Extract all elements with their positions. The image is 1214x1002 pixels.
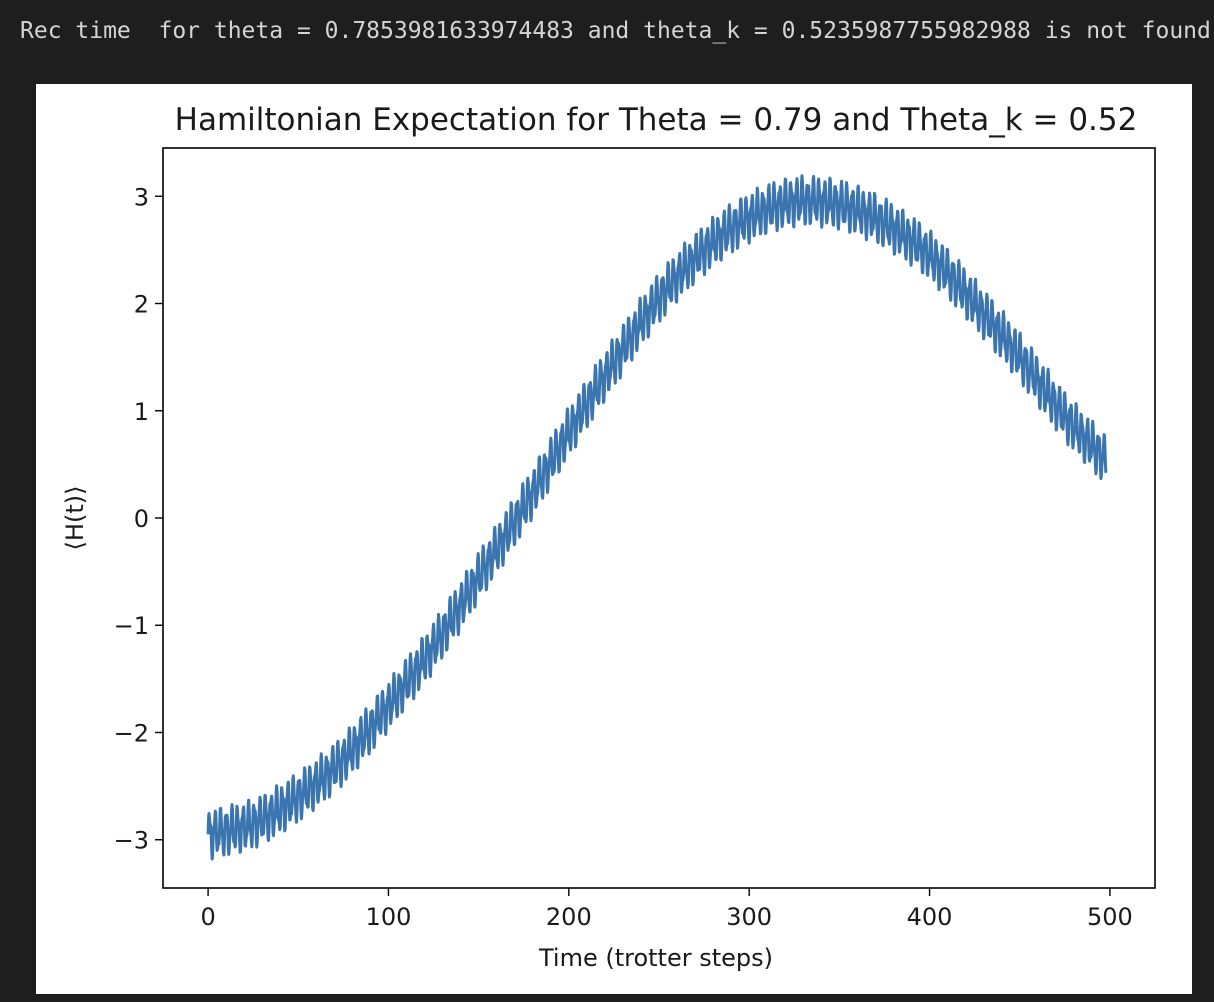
chart-figure: Hamiltonian Expectation for Theta = 0.79… xyxy=(36,84,1192,994)
x-tick-label: 500 xyxy=(1087,903,1133,931)
y-axis-label: ⟨H(t)⟩ xyxy=(61,486,89,551)
hamiltonian-series-line xyxy=(206,174,1108,861)
y-tick-label: −3 xyxy=(114,827,149,855)
y-tick-label: 0 xyxy=(134,505,149,533)
x-tick-label: 300 xyxy=(726,903,772,931)
x-tick-label: 0 xyxy=(200,903,215,931)
y-tick-label: 2 xyxy=(134,291,149,319)
y-tick-label: 1 xyxy=(134,398,149,426)
x-tick-label: 400 xyxy=(907,903,953,931)
y-tick-label: 3 xyxy=(134,183,149,211)
output-text: Rec time for theta = 0.7853981633974483 … xyxy=(20,18,1211,44)
y-axis-ticks: −3 −2 −1 0 1 2 3 xyxy=(114,183,163,855)
x-axis-ticks: 0 100 200 300 400 500 xyxy=(200,888,1133,931)
chart-title: Hamiltonian Expectation for Theta = 0.79… xyxy=(175,102,1138,138)
hamiltonian-chart: Hamiltonian Expectation for Theta = 0.79… xyxy=(61,102,1156,972)
y-tick-label: −1 xyxy=(114,612,149,640)
x-tick-label: 200 xyxy=(546,903,592,931)
x-tick-label: 100 xyxy=(366,903,412,931)
y-tick-label: −2 xyxy=(114,719,149,747)
series-layer xyxy=(206,174,1108,861)
x-axis-label: Time (trotter steps) xyxy=(538,944,773,972)
